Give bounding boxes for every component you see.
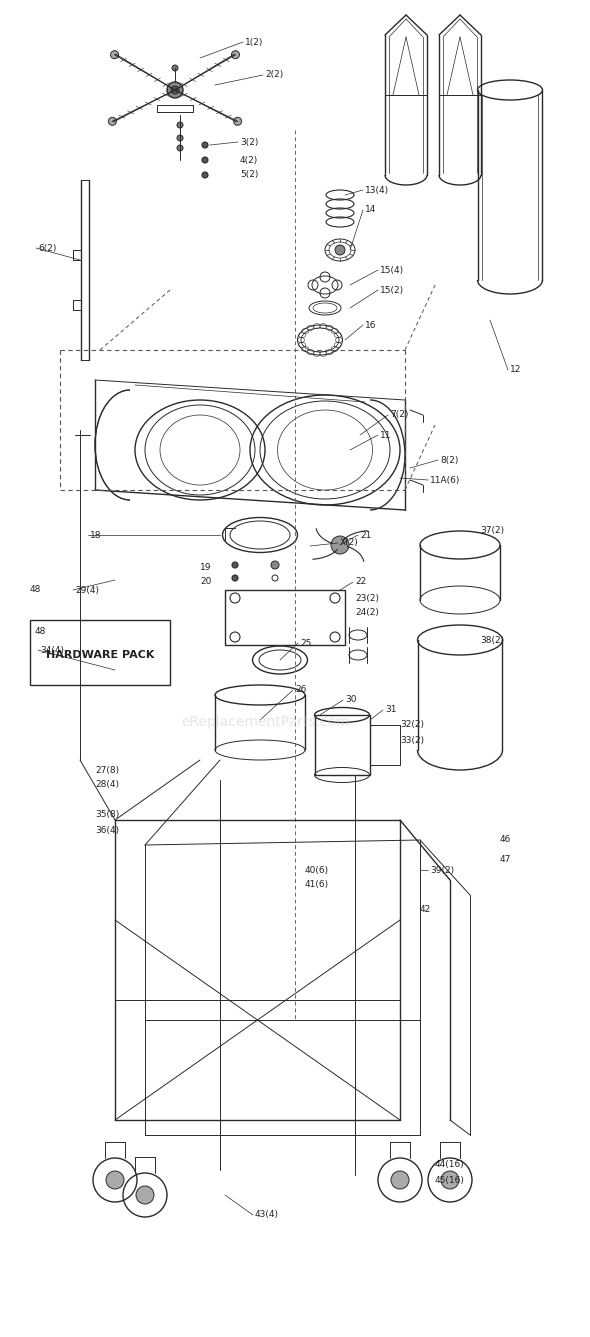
Text: 22: 22 [355, 578, 366, 587]
Text: 30: 30 [345, 695, 356, 705]
Text: 11: 11 [380, 431, 392, 440]
Circle shape [109, 118, 116, 126]
Text: 31: 31 [385, 706, 396, 714]
Text: 32(2): 32(2) [400, 721, 424, 730]
Circle shape [232, 562, 238, 568]
Bar [370, 725, 400, 765]
Bar [315, 715, 370, 775]
Text: 6(2): 6(2) [38, 243, 57, 253]
Text: 3(2): 3(2) [240, 138, 258, 147]
Text: 33(2): 33(2) [400, 735, 424, 745]
Circle shape [167, 82, 183, 98]
Circle shape [177, 144, 183, 151]
Text: 34(4): 34(4) [40, 646, 64, 655]
Text: 16: 16 [365, 321, 376, 329]
Circle shape [231, 51, 240, 59]
Circle shape [202, 142, 208, 148]
Circle shape [202, 172, 208, 178]
Text: 12: 12 [510, 365, 522, 374]
Circle shape [271, 562, 279, 570]
Text: HARDWARE PACK: HARDWARE PACK [46, 650, 154, 660]
Circle shape [234, 118, 242, 126]
Circle shape [391, 1171, 409, 1189]
Text: 38(2): 38(2) [480, 635, 504, 644]
Text: 8(2): 8(2) [440, 456, 458, 464]
Circle shape [136, 1186, 154, 1205]
Circle shape [202, 156, 208, 163]
Text: 48: 48 [35, 627, 47, 636]
Text: 45(16): 45(16) [435, 1175, 465, 1185]
Circle shape [172, 66, 178, 71]
Text: 15(2): 15(2) [380, 286, 404, 294]
Text: 18: 18 [90, 531, 101, 540]
Text: 24(2): 24(2) [355, 607, 379, 616]
Text: 27(8): 27(8) [95, 766, 119, 774]
Text: 21: 21 [360, 531, 371, 540]
Circle shape [110, 51, 119, 59]
Text: 39(2): 39(2) [430, 865, 454, 874]
Circle shape [171, 86, 179, 94]
Circle shape [177, 135, 183, 140]
Text: 28(4): 28(4) [95, 781, 119, 790]
Bar [30, 620, 170, 685]
Text: 23(2): 23(2) [355, 594, 379, 603]
Text: 37(2): 37(2) [480, 525, 504, 535]
Text: 5(2): 5(2) [240, 171, 258, 179]
Text: 1(2): 1(2) [245, 37, 263, 47]
Text: 19: 19 [200, 563, 211, 572]
Text: 35(8): 35(8) [95, 810, 119, 820]
Text: 14: 14 [365, 206, 376, 214]
Text: 36(4): 36(4) [95, 825, 119, 834]
Text: 42: 42 [420, 905, 431, 915]
Circle shape [106, 1171, 124, 1189]
Text: 4(2): 4(2) [240, 155, 258, 164]
Text: 26: 26 [295, 686, 306, 694]
Circle shape [335, 245, 345, 255]
Circle shape [441, 1171, 459, 1189]
Text: 7(2): 7(2) [390, 410, 408, 420]
Text: eReplacementParts.com: eReplacementParts.com [181, 715, 350, 729]
Bar [225, 590, 345, 644]
Circle shape [232, 575, 238, 582]
Text: 47: 47 [500, 856, 512, 865]
Text: 43(4): 43(4) [255, 1210, 279, 1219]
Circle shape [177, 122, 183, 128]
Text: 48: 48 [30, 586, 41, 595]
Text: 44(16): 44(16) [435, 1161, 465, 1170]
Text: 13(4): 13(4) [365, 186, 389, 194]
Text: X(2): X(2) [340, 539, 359, 547]
Text: 25: 25 [300, 639, 312, 647]
Text: 40(6): 40(6) [305, 865, 329, 874]
Circle shape [331, 536, 349, 554]
Text: 46: 46 [500, 836, 512, 845]
Text: 2(2): 2(2) [265, 71, 283, 79]
Text: 20: 20 [200, 578, 211, 587]
Text: 11A(6): 11A(6) [430, 476, 460, 484]
Text: 41(6): 41(6) [305, 881, 329, 889]
Text: 29(4): 29(4) [75, 586, 99, 595]
Text: 15(4): 15(4) [380, 266, 404, 274]
